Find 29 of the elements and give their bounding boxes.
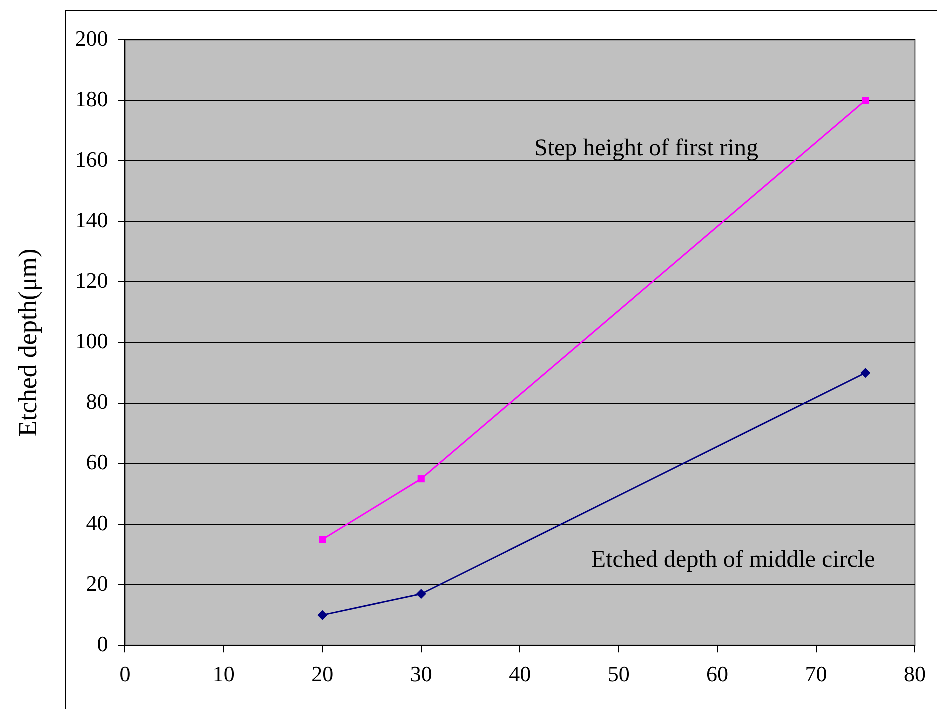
y-tick-label: 200 [75,26,108,51]
point [416,589,426,600]
point [862,97,870,104]
series-label: Etched depth of middle circle [591,547,876,574]
x-tick-label: 20 [312,662,334,687]
point [418,476,425,483]
y-tick-label: 100 [75,328,108,354]
x-tick-label: 80 [904,662,926,687]
x-tick-label: 0 [120,662,131,687]
x-tick-label: 40 [509,662,532,687]
y-tick-label: 20 [86,570,108,596]
y-tick-label: 80 [86,389,108,414]
y-tick-label: 40 [86,510,108,536]
x-tick-label: 50 [608,662,630,687]
point [318,610,328,620]
y-tick-label: 180 [75,86,108,112]
x-tick-label: 10 [212,662,235,687]
y-tick-label: 60 [86,450,108,475]
point [860,368,871,378]
y-tick-label: 160 [75,146,108,172]
x-tick-label: 60 [706,662,729,687]
x-tick-label: 30 [410,662,432,687]
y-tick-label: 140 [75,207,108,232]
y-axis-title: Etched depth(μm) [13,248,42,437]
x-tick-label: 70 [805,662,828,687]
y-tick-label: 120 [75,268,108,294]
y-tick-label: 0 [97,631,108,656]
point [319,536,326,544]
series-label: Step height of first ring [534,135,758,162]
